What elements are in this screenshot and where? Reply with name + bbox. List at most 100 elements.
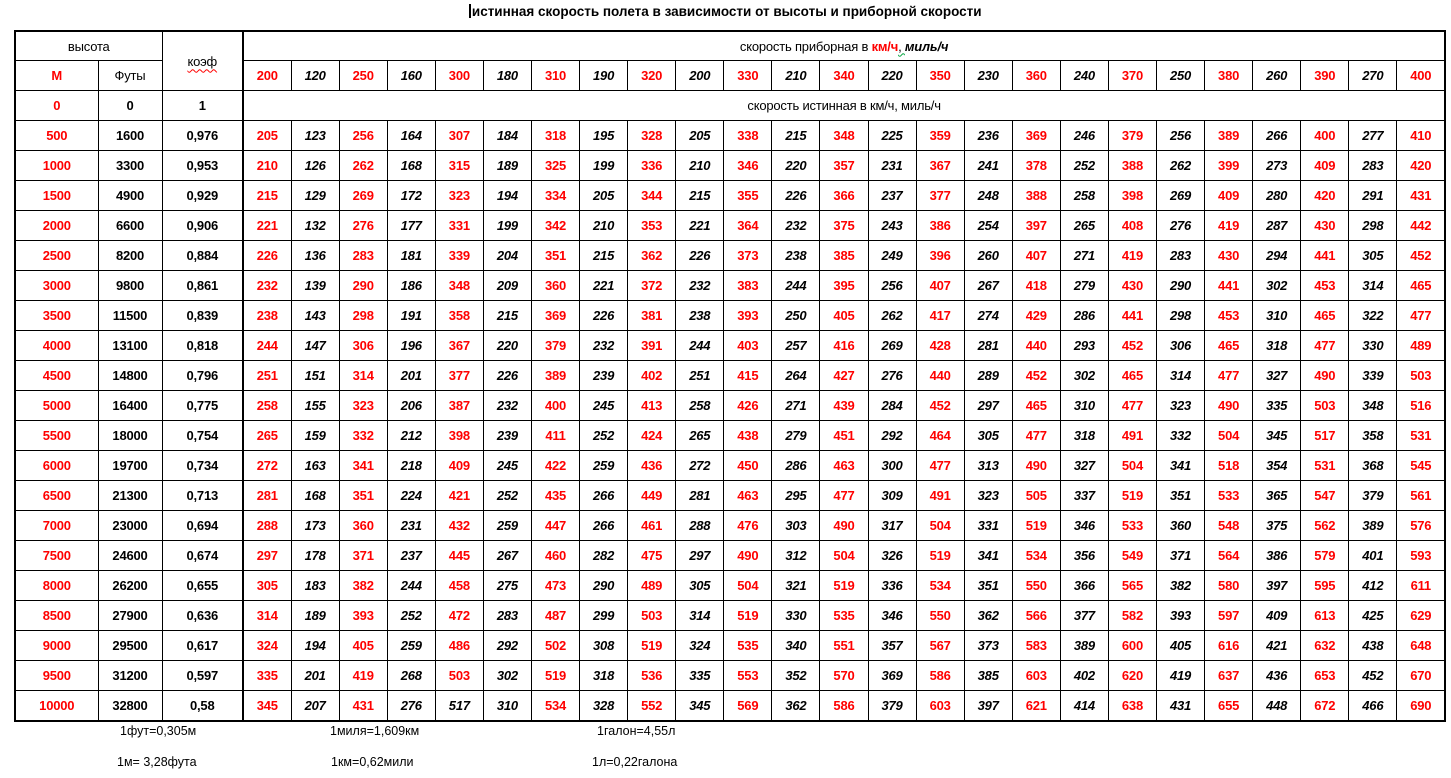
cell-altitude-m: 1500 [14,180,99,211]
cell-true-speed: 353 [627,210,677,241]
cell-true-speed: 199 [579,150,629,181]
cell-true-speed: 373 [963,630,1013,661]
cell-true-speed: 690 [1396,690,1446,722]
cell-true-speed: 290 [338,270,388,301]
cell-coef: 0,953 [161,150,244,181]
cell-true-speed: 441 [1107,300,1157,331]
cell-true-speed: 305 [675,570,725,601]
cell-true-speed: 368 [1348,450,1398,481]
cell-true-speed: 436 [1252,660,1302,691]
table-header-row: высота коэф скорость приборная в км/ч, мил… [14,30,1446,91]
cell-true-speed: 232 [579,330,629,361]
cell-true-speed: 534 [530,690,581,722]
cell-true-speed: 336 [627,150,677,181]
cell-true-speed: 251 [675,360,725,391]
cell-true-speed: 335 [241,660,292,691]
cell-altitude-m: 9500 [14,660,99,691]
footnote-foot-to-m: 1фут=0,305м [120,724,197,738]
cell-true-speed: 259 [482,510,532,541]
cell-true-speed: 416 [819,330,869,361]
cell-true-speed: 327 [1252,360,1302,391]
cell-true-speed: 220 [771,150,821,181]
cell-true-speed: 358 [1348,420,1398,451]
cell-coef: 0,734 [161,450,244,481]
cell-true-speed: 226 [579,300,629,331]
cell-true-speed: 421 [434,480,484,511]
cell-true-speed: 430 [1204,240,1254,271]
cell-true-speed: 265 [675,420,725,451]
cell-true-speed: 465 [1204,330,1254,361]
cell-true-speed: 226 [675,240,725,271]
cell-true-speed: 518 [1204,450,1254,481]
cell-true-speed: 465 [1011,390,1061,421]
cell-true-speed: 371 [1155,540,1206,571]
cell-true-speed: 310 [482,690,532,722]
cell-true-speed: 260 [963,240,1013,271]
cell-true-speed: 252 [579,420,629,451]
cell-true-speed: 388 [1011,180,1061,211]
cell-true-speed: 562 [1300,510,1350,541]
cell-true-speed: 205 [675,120,725,151]
table-row: 4000 13100 0,818 244 147 306 196 367 220 379 232 39… [14,330,1446,361]
cell-true-speed: 280 [1252,180,1302,211]
table-row: 7500 24600 0,674 297 178 371 237 445 267 460 282 47… [14,540,1446,571]
cell-true-speed: 259 [579,450,629,481]
cell-true-speed: 348 [434,270,484,301]
cell-true-speed: 262 [338,150,388,181]
cell-true-speed: 397 [1011,210,1061,241]
cell-true-speed: 519 [530,660,581,691]
cell-true-speed: 265 [241,420,292,451]
cell-true-speed: 302 [1252,270,1302,301]
cell-true-speed: 452 [1011,360,1061,391]
cell-true-speed: 391 [627,330,677,361]
cell-altitude-m: 8500 [14,600,99,631]
cell-true-speed: 305 [1348,240,1398,271]
cell-true-speed: 463 [723,480,773,511]
table-subheader-row: М Футы 200 120 250 160 300 180 310 190 320 200 330 21… [14,60,1446,91]
cell-true-speed: 451 [819,420,869,451]
speed-column-header: 220 [867,60,917,91]
table-row: 3500 11500 0,839 238 143 298 191 358 215 369 226 38… [14,300,1446,331]
cell-true-speed: 408 [1107,210,1157,241]
cell-true-speed: 613 [1300,600,1350,631]
cell-true-speed: 341 [1155,450,1206,481]
cell-true-speed: 244 [241,330,292,361]
cell-true-speed: 315 [434,150,484,181]
cell-true-speed: 553 [723,660,773,691]
cell-true-speed: 438 [1348,630,1398,661]
cell-altitude-feet: 9800 [97,270,163,301]
cell-true-speed: 345 [241,690,292,722]
cell-true-speed: 232 [771,210,821,241]
cell-altitude-feet: 29500 [97,630,163,661]
cell-altitude-m: 7000 [14,510,99,541]
cell-true-speed: 346 [867,600,917,631]
cell-true-speed: 215 [675,180,725,211]
cell-true-speed: 184 [482,120,532,151]
cell-true-speed: 283 [1348,150,1398,181]
cell-coef: 0,674 [161,540,244,571]
cell-true-speed: 442 [1396,210,1446,241]
cell-true-speed: 670 [1396,660,1446,691]
cell-true-speed: 564 [1204,540,1254,571]
cell-true-speed: 264 [771,360,821,391]
cell-true-speed: 431 [338,690,388,722]
cell-true-speed: 236 [963,120,1013,151]
cell-true-speed: 548 [1204,510,1254,541]
cell-true-speed: 269 [338,180,388,211]
cell-true-speed: 155 [290,390,340,421]
cell-altitude-m: 10000 [14,690,99,722]
cell-true-speed: 286 [771,450,821,481]
speed-column-header: 180 [482,60,532,91]
cell-true-speed: 244 [771,270,821,301]
cell-altitude-feet: 13100 [97,330,163,361]
cell-true-speed: 323 [434,180,484,211]
cell-true-speed: 536 [627,660,677,691]
cell-true-speed: 221 [579,270,629,301]
cell-true-speed: 266 [1252,120,1302,151]
cell-true-speed: 362 [771,690,821,722]
cell-true-speed: 288 [675,510,725,541]
cell-true-speed: 503 [1300,390,1350,421]
cell-true-speed: 322 [1348,300,1398,331]
cell-true-speed: 475 [627,540,677,571]
